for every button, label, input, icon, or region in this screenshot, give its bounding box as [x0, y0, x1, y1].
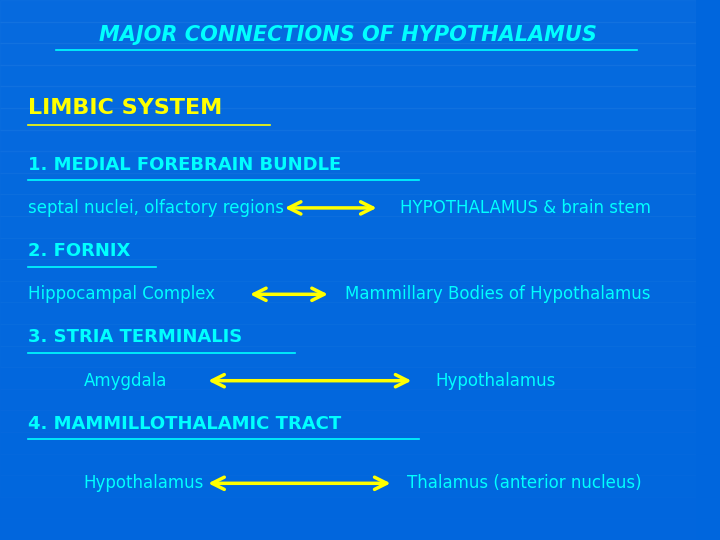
Bar: [0, 324, 696, 346]
Bar: [0, 497, 696, 518]
Bar: [0, 518, 696, 540]
Bar: [0, 259, 696, 281]
Bar: [0, 454, 696, 475]
Bar: [0, 216, 696, 238]
Bar: [0, 475, 696, 497]
Bar: [0, 151, 696, 173]
Bar: [0, 0, 696, 22]
Bar: [0, 43, 696, 65]
Text: Hippocampal Complex: Hippocampal Complex: [28, 285, 215, 303]
Bar: [0, 410, 696, 432]
Text: MAJOR CONNECTIONS OF HYPOTHALAMUS: MAJOR CONNECTIONS OF HYPOTHALAMUS: [99, 25, 597, 45]
Bar: [0, 194, 696, 216]
Bar: [0, 432, 696, 454]
Text: 1. MEDIAL FOREBRAIN BUNDLE: 1. MEDIAL FOREBRAIN BUNDLE: [28, 156, 341, 174]
Text: 2. FORNIX: 2. FORNIX: [28, 242, 130, 260]
Bar: [0, 65, 696, 86]
Bar: [0, 22, 696, 43]
Text: Hypothalamus: Hypothalamus: [435, 372, 556, 390]
Text: Amygdala: Amygdala: [84, 372, 167, 390]
Bar: [0, 173, 696, 194]
Bar: [0, 130, 696, 151]
Text: 4. MAMMILLOTHALAMIC TRACT: 4. MAMMILLOTHALAMIC TRACT: [28, 415, 341, 433]
Text: Thalamus (anterior nucleus): Thalamus (anterior nucleus): [408, 474, 642, 492]
Bar: [0, 108, 696, 130]
Text: 3. STRIA TERMINALIS: 3. STRIA TERMINALIS: [28, 328, 242, 347]
Bar: [0, 281, 696, 302]
Bar: [0, 86, 696, 108]
Text: septal nuclei, olfactory regions: septal nuclei, olfactory regions: [28, 199, 284, 217]
Text: LIMBIC SYSTEM: LIMBIC SYSTEM: [28, 98, 222, 118]
Bar: [0, 346, 696, 367]
Bar: [0, 302, 696, 324]
Text: Hypothalamus: Hypothalamus: [84, 474, 204, 492]
Bar: [0, 238, 696, 259]
Bar: [0, 389, 696, 410]
Text: HYPOTHALAMUS & brain stem: HYPOTHALAMUS & brain stem: [400, 199, 652, 217]
Bar: [0, 367, 696, 389]
Text: Mammillary Bodies of Hypothalamus: Mammillary Bodies of Hypothalamus: [345, 285, 650, 303]
